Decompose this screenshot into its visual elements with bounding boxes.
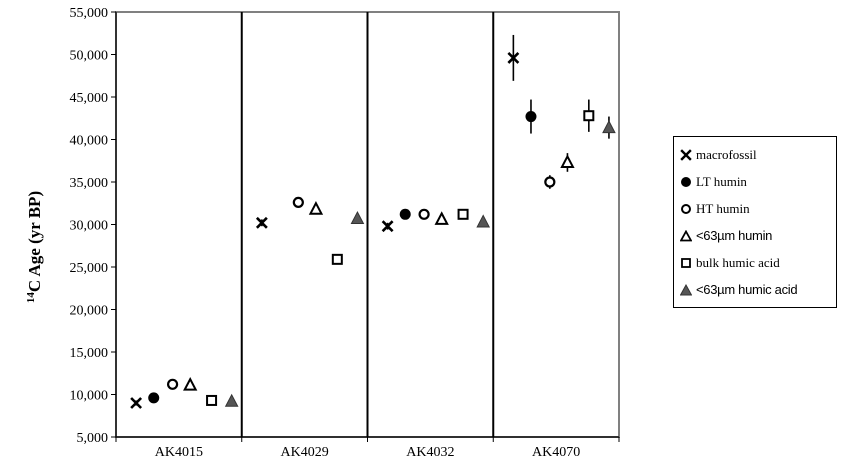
data-point	[130, 397, 143, 409]
filled-circle-icon	[681, 176, 691, 187]
y-tick-label: 50,000	[70, 49, 109, 64]
legend-label: <63µm humin	[696, 228, 773, 243]
data-point	[255, 216, 268, 229]
legend-item-lt-humin: LT humin	[680, 168, 836, 195]
x-mark-icon	[680, 148, 692, 161]
x-tick-label: AK4015	[155, 445, 203, 460]
y-tick-label: 20,000	[70, 304, 109, 319]
y-axis-label-text: C Age (yr BP)	[25, 191, 44, 292]
y-axis-label: 14C Age (yr BP)	[25, 191, 44, 303]
filled-triangle-icon	[680, 283, 692, 295]
legend-label: HT humin	[696, 200, 750, 216]
data-point	[183, 376, 198, 391]
data-point	[525, 111, 537, 123]
x-tick-label: AK4070	[532, 445, 580, 460]
legend-label: macrofossil	[696, 146, 757, 162]
data-point	[434, 211, 449, 225]
x-tick-label: AK4032	[406, 445, 454, 460]
data-point	[507, 51, 520, 64]
series-bulk-humic-acid	[206, 99, 595, 406]
y-tick-label: 30,000	[70, 219, 109, 234]
series-marks	[130, 34, 616, 409]
legend-item-63um-humic-acid: <63µm humic acid	[680, 276, 836, 303]
y-tick-label: 5,000	[77, 431, 109, 446]
data-point	[544, 176, 556, 188]
legend-item-bulk-humic-acid: bulk humic acid	[680, 249, 836, 276]
legend-item-ht-humin: HT humin	[680, 195, 836, 222]
y-tick-label: 15,000	[70, 346, 109, 361]
data-point	[560, 154, 575, 168]
legend: macrofossil LT humin HT humin <63µm humi…	[673, 136, 837, 308]
series--63-m-humin	[183, 153, 575, 391]
series-ht-humin	[166, 175, 556, 390]
y-axis-label-superscript: 14	[25, 292, 37, 304]
y-tick-label: 10,000	[70, 389, 109, 404]
y-axis-ticks: 5,000 10,000 15,000 20,000 25,000 30,000 35,00…	[70, 6, 116, 446]
data-point	[166, 378, 179, 390]
open-square-icon	[681, 257, 691, 268]
data-point	[399, 208, 411, 220]
data-point	[381, 220, 394, 233]
data-point	[292, 196, 304, 208]
data-point	[206, 394, 218, 406]
open-triangle-icon	[680, 229, 692, 241]
data-point	[331, 253, 343, 265]
legend-label: <63µm humic acid	[696, 282, 798, 297]
data-point	[457, 208, 469, 220]
data-point	[418, 208, 430, 220]
open-circle-icon	[681, 203, 691, 214]
plot-frame	[115, 11, 620, 438]
legend-label: LT humin	[696, 173, 747, 189]
data-point	[602, 120, 616, 134]
legend-label: bulk humic acid	[696, 254, 780, 270]
data-point	[148, 392, 160, 404]
legend-item-63um-humin: <63µm humin	[680, 222, 836, 249]
y-tick-label: 25,000	[70, 261, 109, 276]
data-point	[476, 214, 491, 228]
data-point	[583, 110, 595, 122]
y-tick-label: 35,000	[70, 176, 109, 191]
series-macrofossil	[130, 34, 520, 409]
y-tick-label: 45,000	[70, 91, 109, 106]
y-tick-label: 55,000	[70, 6, 109, 21]
legend-item-macrofossil: macrofossil	[680, 141, 836, 168]
data-point	[224, 393, 239, 407]
series--63-m-humic-acid	[224, 116, 616, 407]
data-point	[308, 201, 324, 215]
y-tick-label: 40,000	[70, 134, 109, 149]
x-axis-ticks: AK4015 AK4029 AK4032 AK4070	[115, 437, 620, 460]
data-point	[350, 210, 365, 225]
series-lt-humin	[148, 99, 537, 404]
x-tick-label: AK4029	[281, 445, 329, 460]
